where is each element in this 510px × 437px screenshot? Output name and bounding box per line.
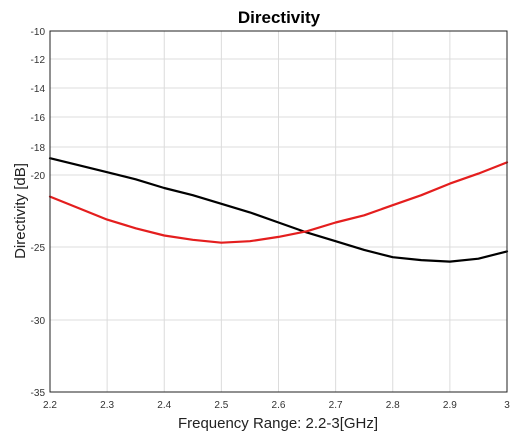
y-tick-label: -12 — [31, 55, 46, 66]
x-tick-label: 3 — [504, 400, 510, 411]
series-line-2 — [48, 161, 509, 244]
plot-frame — [49, 30, 508, 393]
y-tick-label: -30 — [31, 316, 46, 327]
x-tick-label: 2.5 — [214, 400, 228, 411]
y-axis-ticks: -35 -30 -25 -20 -18 -16 -14 -12 -10 — [31, 27, 46, 399]
x-axis-ticks: 2.2 2.3 2.4 2.5 2.6 2.7 2.8 2.9 3 — [43, 400, 510, 411]
series-line-1 — [48, 157, 509, 263]
y-tick-label: -10 — [31, 27, 46, 38]
y-tick-label: -18 — [31, 143, 46, 154]
y-tick-label: -14 — [31, 84, 46, 95]
y-tick-label: -16 — [31, 113, 46, 124]
series-group — [48, 157, 509, 263]
x-tick-label: 2.6 — [272, 400, 286, 411]
x-tick-label: 2.3 — [100, 400, 114, 411]
chart-title: Directivity — [238, 8, 321, 27]
x-tick-label: 2.7 — [329, 400, 343, 411]
y-tick-label: -35 — [31, 388, 46, 399]
y-tick-label: -25 — [31, 243, 46, 254]
x-tick-label: 2.8 — [386, 400, 400, 411]
x-axis-label: Frequency Range: 2.2-3[GHz] — [178, 415, 378, 432]
x-tick-label: 2.4 — [157, 400, 171, 411]
grid — [49, 30, 508, 393]
x-tick-label: 2.9 — [443, 400, 457, 411]
y-tick-label: -20 — [31, 171, 46, 182]
y-axis-label: Directivity [dB] — [12, 163, 29, 259]
x-tick-label: 2.2 — [43, 400, 57, 411]
